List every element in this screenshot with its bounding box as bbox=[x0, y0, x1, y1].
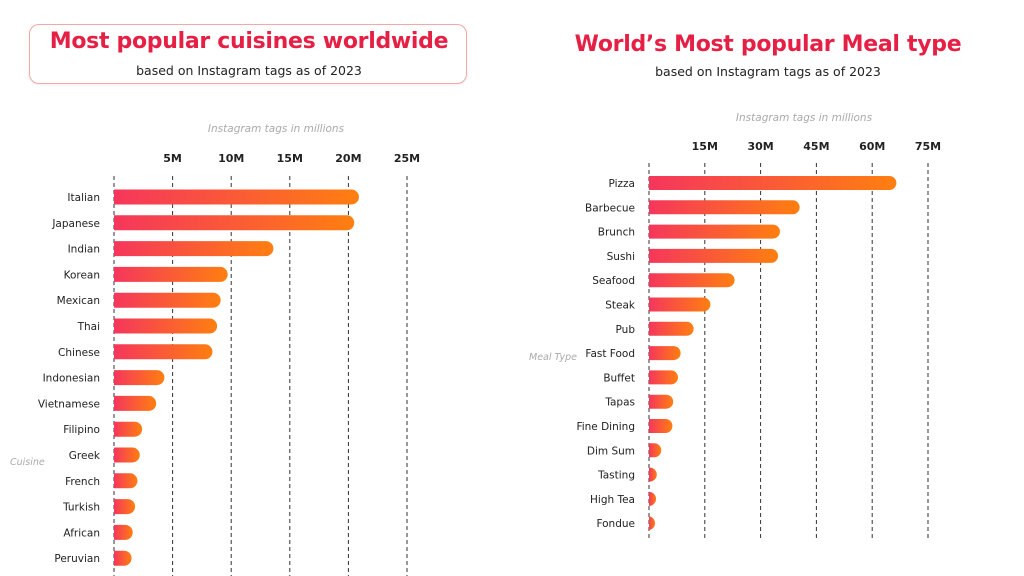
bar bbox=[649, 394, 674, 409]
category-label: Chinese bbox=[58, 347, 100, 359]
bar bbox=[649, 491, 657, 506]
bar bbox=[114, 395, 157, 411]
category-label: Filipino bbox=[63, 424, 100, 436]
bar bbox=[114, 447, 140, 463]
y-axis-title: Meal Type bbox=[529, 352, 577, 363]
bar bbox=[649, 176, 897, 190]
bar bbox=[114, 292, 221, 308]
tick-label: 20M bbox=[335, 152, 361, 165]
category-label: Fine Dining bbox=[576, 421, 635, 433]
x-axis-title: Instagram tags in millions bbox=[208, 123, 345, 135]
bar bbox=[114, 473, 138, 489]
bar bbox=[649, 370, 679, 385]
category-label: Mexican bbox=[57, 295, 100, 307]
category-label: Japanese bbox=[51, 218, 100, 230]
bar bbox=[114, 241, 274, 257]
category-label: Turkish bbox=[62, 502, 100, 514]
tick-label: 5M bbox=[163, 152, 182, 165]
category-label: Seafood bbox=[592, 275, 635, 287]
tick-label: 45M bbox=[803, 140, 829, 153]
category-label: Greek bbox=[69, 450, 101, 462]
chart-subtitle: based on Instagram tags as of 2023 bbox=[655, 64, 881, 79]
category-label: Brunch bbox=[598, 227, 635, 239]
title-box: Most popular cuisines worldwide based on… bbox=[29, 24, 467, 84]
bar bbox=[649, 443, 662, 458]
category-label: Peruvian bbox=[54, 553, 100, 565]
y-axis-title: Cuisine bbox=[10, 457, 45, 468]
bar bbox=[114, 421, 143, 437]
category-label: French bbox=[65, 476, 100, 488]
category-label: Fast Food bbox=[585, 348, 635, 360]
bar bbox=[649, 200, 800, 215]
bar bbox=[114, 550, 132, 566]
bar bbox=[649, 224, 780, 239]
category-label: Italian bbox=[67, 192, 100, 204]
category-label: Buffet bbox=[603, 372, 635, 384]
bar bbox=[649, 273, 735, 288]
chart-title: Most popular cuisines worldwide bbox=[49, 29, 449, 54]
category-label: Dim Sum bbox=[587, 445, 635, 457]
bar bbox=[649, 467, 657, 482]
category-label: Indian bbox=[68, 244, 100, 256]
bar bbox=[649, 346, 681, 361]
bar bbox=[114, 318, 218, 334]
meal-types-chart-panel: World’s Most popular Meal type based on … bbox=[512, 0, 1024, 576]
tick-label: 15M bbox=[277, 152, 303, 165]
category-label: Tasting bbox=[597, 470, 635, 482]
meal-types-bar-chart: Instagram tags in millions Meal Type 15M 30… bbox=[529, 112, 941, 540]
bar bbox=[114, 215, 355, 231]
tick-label: 25M bbox=[394, 152, 420, 165]
bar bbox=[114, 370, 165, 386]
cuisines-bar-chart: Instagram tags in millions Cuisine 5M 10M 15… bbox=[10, 123, 420, 576]
category-label: Thai bbox=[77, 321, 100, 333]
category-label: Tapas bbox=[604, 397, 635, 409]
x-axis-title: Instagram tags in millions bbox=[736, 112, 873, 124]
category-label: Indonesian bbox=[43, 373, 100, 385]
tick-label: 30M bbox=[747, 140, 773, 153]
category-label: Korean bbox=[64, 269, 100, 281]
category-label: Barbecue bbox=[585, 202, 635, 214]
cuisines-chart-panel: Most popular cuisines worldwide based on… bbox=[10, 24, 467, 576]
bar bbox=[114, 524, 133, 540]
chart-title: World’s Most popular Meal type bbox=[574, 32, 962, 57]
tick-label: 75M bbox=[915, 140, 941, 153]
bar bbox=[649, 321, 694, 336]
category-label: Sushi bbox=[607, 251, 635, 263]
category-label: High Tea bbox=[590, 494, 635, 506]
category-label: Steak bbox=[605, 300, 636, 312]
bar bbox=[114, 189, 359, 205]
tick-label: 15M bbox=[692, 140, 718, 153]
category-label: Vietnamese bbox=[38, 398, 100, 410]
bar bbox=[649, 297, 711, 312]
bar bbox=[649, 248, 779, 263]
category-label: Fondue bbox=[596, 518, 635, 530]
chart-subtitle: based on Instagram tags as of 2023 bbox=[136, 63, 362, 78]
bar bbox=[114, 499, 136, 515]
tick-label: 10M bbox=[218, 152, 244, 165]
bar bbox=[648, 516, 655, 531]
bar bbox=[114, 266, 228, 282]
bar bbox=[114, 344, 213, 360]
category-label: Pub bbox=[616, 324, 636, 336]
tick-label: 60M bbox=[859, 140, 885, 153]
category-label: African bbox=[63, 527, 100, 539]
category-label: Pizza bbox=[609, 178, 635, 190]
bar bbox=[649, 419, 673, 433]
